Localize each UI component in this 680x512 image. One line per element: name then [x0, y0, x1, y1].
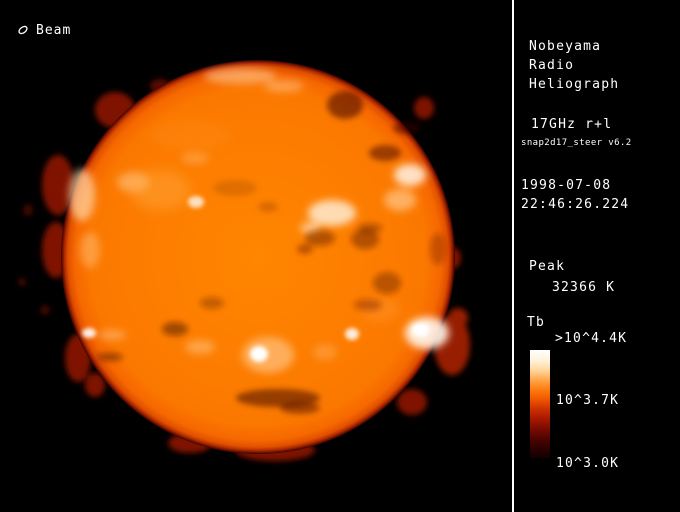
peak-label: Peak: [529, 259, 566, 274]
dark-filament: [358, 223, 382, 233]
beam-label: Beam: [36, 23, 72, 38]
prominence-blob: [40, 305, 50, 315]
dark-filament: [280, 402, 320, 414]
observation-time: 22:46:26.224: [521, 197, 630, 212]
dark-filament: [297, 244, 313, 254]
dark-filament: [327, 91, 363, 119]
beam-ellipse-icon: [18, 25, 28, 35]
instrument-name-line2: Radio: [529, 58, 575, 73]
observation-frequency: 17GHz r+l: [531, 117, 613, 132]
dark-filament: [354, 299, 382, 311]
bright-region: [345, 328, 359, 340]
bright-region: [98, 330, 126, 340]
bright-region: [250, 346, 268, 362]
prominence-blob: [85, 373, 105, 397]
colorbar-title: Tb: [527, 315, 546, 330]
dark-filament: [97, 353, 123, 361]
bright-region: [80, 232, 100, 268]
prominence-blob: [397, 389, 427, 415]
dark-filament: [258, 202, 278, 212]
prominence-blob: [414, 97, 434, 119]
dark-filament: [373, 272, 401, 294]
dark-filament: [305, 230, 335, 246]
observation-date: 1998-07-08: [521, 178, 612, 193]
prominence-blob: [23, 204, 33, 216]
dark-filament: [393, 122, 421, 134]
bright-region: [394, 164, 426, 186]
colorbar-mid-label: 10^3.7K: [556, 393, 620, 408]
bright-region: [264, 80, 304, 92]
software-version: snap2d17_steer v6.2: [521, 138, 632, 148]
dark-filament: [369, 145, 401, 161]
bright-region: [181, 152, 209, 164]
dark-filament: [162, 322, 188, 336]
colorbar-max-label: >10^4.4K: [555, 331, 628, 346]
bright-region: [69, 169, 95, 221]
colorbar-min-label: 10^3.0K: [556, 456, 620, 471]
bright-region: [313, 344, 337, 360]
colorbar-gradient: [530, 350, 550, 458]
instrument-name-line3: Heliograph: [529, 77, 620, 92]
sun-disk: [61, 60, 455, 454]
prominence-blob: [42, 155, 74, 215]
panel-divider: [512, 0, 514, 512]
peak-value: 32366 K: [552, 280, 616, 295]
dark-filament: [430, 233, 446, 265]
bright-region: [130, 170, 190, 210]
bright-region: [242, 337, 294, 373]
dark-filament: [200, 297, 224, 309]
bright-region: [82, 328, 96, 338]
bright-region: [188, 196, 204, 208]
instrument-name-line1: Nobeyama: [529, 39, 602, 54]
bright-region: [150, 120, 230, 150]
bright-region: [185, 340, 215, 354]
dark-filament: [213, 180, 257, 196]
bright-region: [384, 189, 416, 211]
prominence-blob: [18, 278, 26, 286]
dark-filament: [351, 229, 379, 249]
solar-image: [18, 60, 470, 461]
bright-region: [204, 68, 276, 84]
bright-region: [412, 323, 430, 337]
bright-region: [308, 200, 356, 226]
